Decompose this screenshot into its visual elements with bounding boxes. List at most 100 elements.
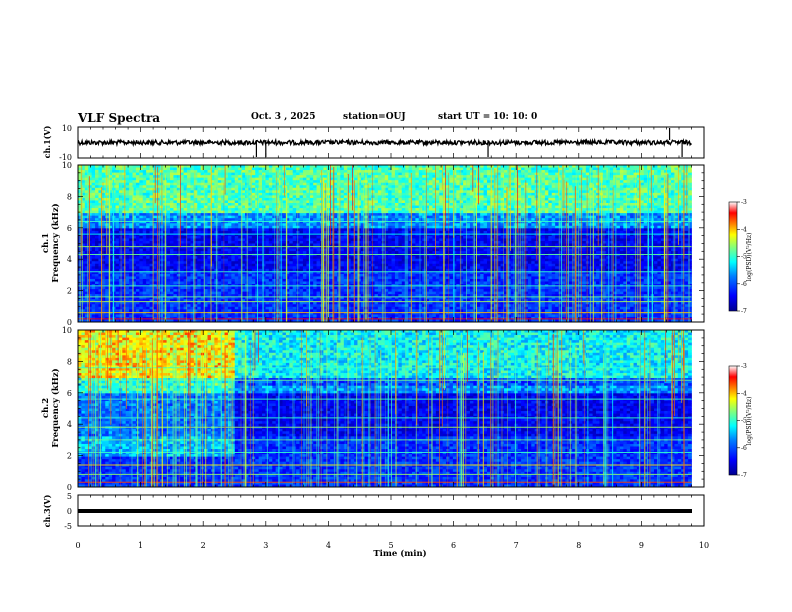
spectrogram-cell bbox=[95, 208, 99, 211]
spectrogram-cell bbox=[153, 266, 157, 269]
spectrogram-cell bbox=[153, 203, 157, 206]
spectrogram-cell bbox=[95, 218, 99, 221]
spectrogram-cell bbox=[122, 175, 126, 178]
spectrogram-cell bbox=[122, 216, 126, 219]
spectrogram-cell bbox=[105, 259, 109, 262]
spectrogram-cell bbox=[126, 281, 130, 284]
spectrogram-cell bbox=[139, 190, 143, 193]
spectrogram-cell bbox=[167, 173, 171, 176]
spectrogram-cell bbox=[139, 211, 143, 214]
spectrogram-cell bbox=[139, 266, 143, 269]
spectrogram-cell bbox=[167, 259, 171, 262]
spectrogram-cell bbox=[105, 302, 109, 305]
spectrogram-cell bbox=[129, 203, 133, 206]
spectrogram-cell bbox=[129, 307, 133, 310]
spectrogram-cell bbox=[102, 175, 106, 178]
spectrogram-cell bbox=[88, 251, 92, 254]
spectrogram-cell bbox=[139, 178, 143, 181]
spectrogram-cell bbox=[122, 195, 126, 198]
spectrogram-cell bbox=[167, 287, 171, 290]
spectrogram-cell bbox=[88, 276, 92, 279]
spectrogram-cell bbox=[115, 238, 119, 241]
spectrogram-cell bbox=[92, 266, 96, 269]
vlf-figure: 10 -10 ch.1(V) 0246810 ch.1 Frequency (k… bbox=[0, 0, 792, 612]
spectrogram-cell bbox=[95, 190, 99, 193]
spectrogram-cell bbox=[139, 228, 143, 231]
spectrogram-cell bbox=[126, 307, 130, 310]
spectrogram-cell bbox=[95, 170, 99, 173]
spectrogram-cell bbox=[122, 274, 126, 277]
spectrogram-cell bbox=[163, 170, 167, 173]
spectrogram-cell bbox=[92, 183, 96, 186]
spectrogram-cell bbox=[102, 173, 106, 176]
spectrogram-cell bbox=[92, 228, 96, 231]
spectrogram-cell bbox=[126, 206, 130, 209]
spectrogram-cell bbox=[88, 178, 92, 181]
spectrogram-cell bbox=[133, 168, 137, 171]
spectrogram-cell bbox=[92, 259, 96, 262]
spectrogram-cell bbox=[143, 314, 147, 317]
spectrogram-cell bbox=[92, 168, 96, 171]
spectrogram-cell bbox=[81, 287, 85, 290]
spectrogram-cell bbox=[126, 185, 130, 188]
spectrogram-cell bbox=[146, 304, 150, 307]
spectrogram-cell bbox=[129, 223, 133, 226]
spectrogram-cell bbox=[122, 226, 126, 229]
spectrogram-cell bbox=[136, 289, 140, 292]
spectrogram-cell bbox=[122, 259, 126, 262]
spectrogram-cell bbox=[136, 256, 140, 259]
spectrogram-cell bbox=[115, 241, 119, 244]
spectrogram-cell bbox=[167, 249, 171, 252]
spectrogram-cell bbox=[88, 223, 92, 226]
spectrogram-cell bbox=[136, 180, 140, 183]
spectrogram-cell bbox=[122, 236, 126, 239]
spectrogram-cell bbox=[102, 185, 106, 188]
spectrogram-cell bbox=[78, 168, 82, 171]
spectrogram-cell bbox=[153, 211, 157, 214]
spectrogram-cell bbox=[136, 244, 140, 247]
spectrogram-cell bbox=[122, 170, 126, 173]
spectrogram-cell bbox=[143, 203, 147, 206]
spectrogram-cell bbox=[95, 168, 99, 171]
spectrogram-cell bbox=[95, 307, 99, 310]
spectrogram-cell bbox=[102, 208, 106, 211]
spectrogram-cell bbox=[122, 251, 126, 254]
spectrogram-cell bbox=[129, 249, 133, 252]
spectrogram-cell bbox=[122, 314, 126, 317]
spectrogram-cell bbox=[146, 307, 150, 310]
spectrogram-cell bbox=[115, 216, 119, 219]
spectrogram-cell bbox=[146, 208, 150, 211]
spectrogram-cell bbox=[102, 226, 106, 229]
spectrogram-cell bbox=[129, 264, 133, 267]
spectrogram-cell bbox=[146, 216, 150, 219]
spectrogram-cell bbox=[146, 266, 150, 269]
spectrogram-cell bbox=[81, 314, 85, 317]
spectrogram-cell bbox=[122, 206, 126, 209]
spectrogram-cell bbox=[95, 244, 99, 247]
spectrogram-cell bbox=[92, 304, 96, 307]
spectrogram-cell bbox=[143, 249, 147, 252]
spectrogram-cell bbox=[88, 249, 92, 252]
spectrogram-cell bbox=[88, 241, 92, 244]
spectrogram-cell bbox=[88, 168, 92, 171]
spectrogram-cell bbox=[102, 218, 106, 221]
spectrogram-cell bbox=[129, 180, 133, 183]
spectrogram-cell bbox=[122, 218, 126, 221]
spectrogram-cell bbox=[143, 238, 147, 241]
spectrogram-cell bbox=[129, 314, 133, 317]
spectrogram-cell bbox=[167, 307, 171, 310]
spectrogram-cell bbox=[167, 238, 171, 241]
spectrogram-cell bbox=[95, 180, 99, 183]
spectrogram-cell bbox=[146, 168, 150, 171]
spectrogram-cell bbox=[122, 198, 126, 201]
spectrogram-cell bbox=[105, 266, 109, 269]
spectrogram-cell bbox=[143, 180, 147, 183]
spectrogram-cell bbox=[170, 180, 174, 183]
spectrogram-cell bbox=[102, 183, 106, 186]
spectrogram-cell bbox=[98, 180, 102, 183]
spectrogram-cell bbox=[95, 251, 99, 254]
spectrogram-cell bbox=[95, 314, 99, 317]
spectrogram-cell bbox=[167, 264, 171, 267]
spectrogram-cell bbox=[98, 170, 102, 173]
spectrogram-cell bbox=[102, 198, 106, 201]
